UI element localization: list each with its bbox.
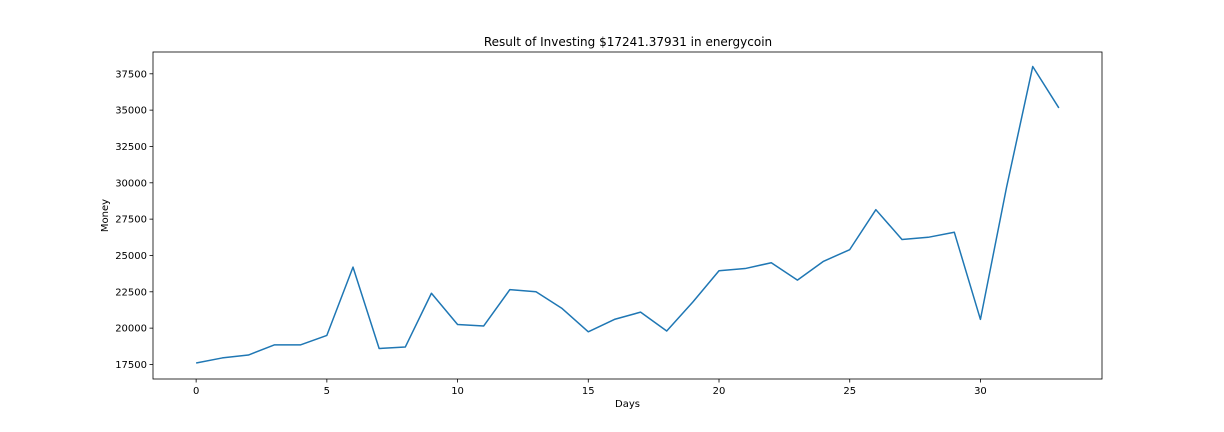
x-tick-label: 10 bbox=[451, 386, 464, 397]
x-tick-label: 0 bbox=[193, 386, 199, 397]
x-axis: 0 5 10 15 20 25 30 bbox=[193, 379, 987, 397]
y-tick-label: 25000 bbox=[115, 251, 147, 262]
y-tick-label: 37500 bbox=[115, 69, 147, 80]
axes-frame bbox=[152, 51, 1103, 380]
y-tick-label: 27500 bbox=[115, 215, 147, 226]
y-axis-label: Money bbox=[100, 199, 111, 232]
x-tick-label: 5 bbox=[324, 386, 330, 397]
y-tick-label: 32500 bbox=[115, 142, 147, 153]
series-layer bbox=[195, 65, 1060, 364]
x-axis-label: Days bbox=[615, 399, 640, 410]
x-tick-label: 30 bbox=[974, 386, 987, 397]
x-tick-label: 25 bbox=[843, 386, 856, 397]
x-tick-label: 15 bbox=[582, 386, 595, 397]
y-tick-label: 35000 bbox=[115, 106, 147, 117]
series-line bbox=[195, 65, 1060, 364]
y-tick-label: 22500 bbox=[115, 287, 147, 298]
y-tick-label: 20000 bbox=[115, 324, 147, 335]
plot-area bbox=[152, 51, 1103, 380]
y-tick-label: 17500 bbox=[115, 360, 147, 371]
y-tick-label: 30000 bbox=[115, 178, 147, 189]
x-tick-label: 20 bbox=[713, 386, 726, 397]
y-axis: 17500 20000 22500 25000 27500 30000 32500 35000… bbox=[115, 69, 153, 371]
chart-title: Result of Investing $17241.37931 in ener… bbox=[484, 35, 772, 49]
